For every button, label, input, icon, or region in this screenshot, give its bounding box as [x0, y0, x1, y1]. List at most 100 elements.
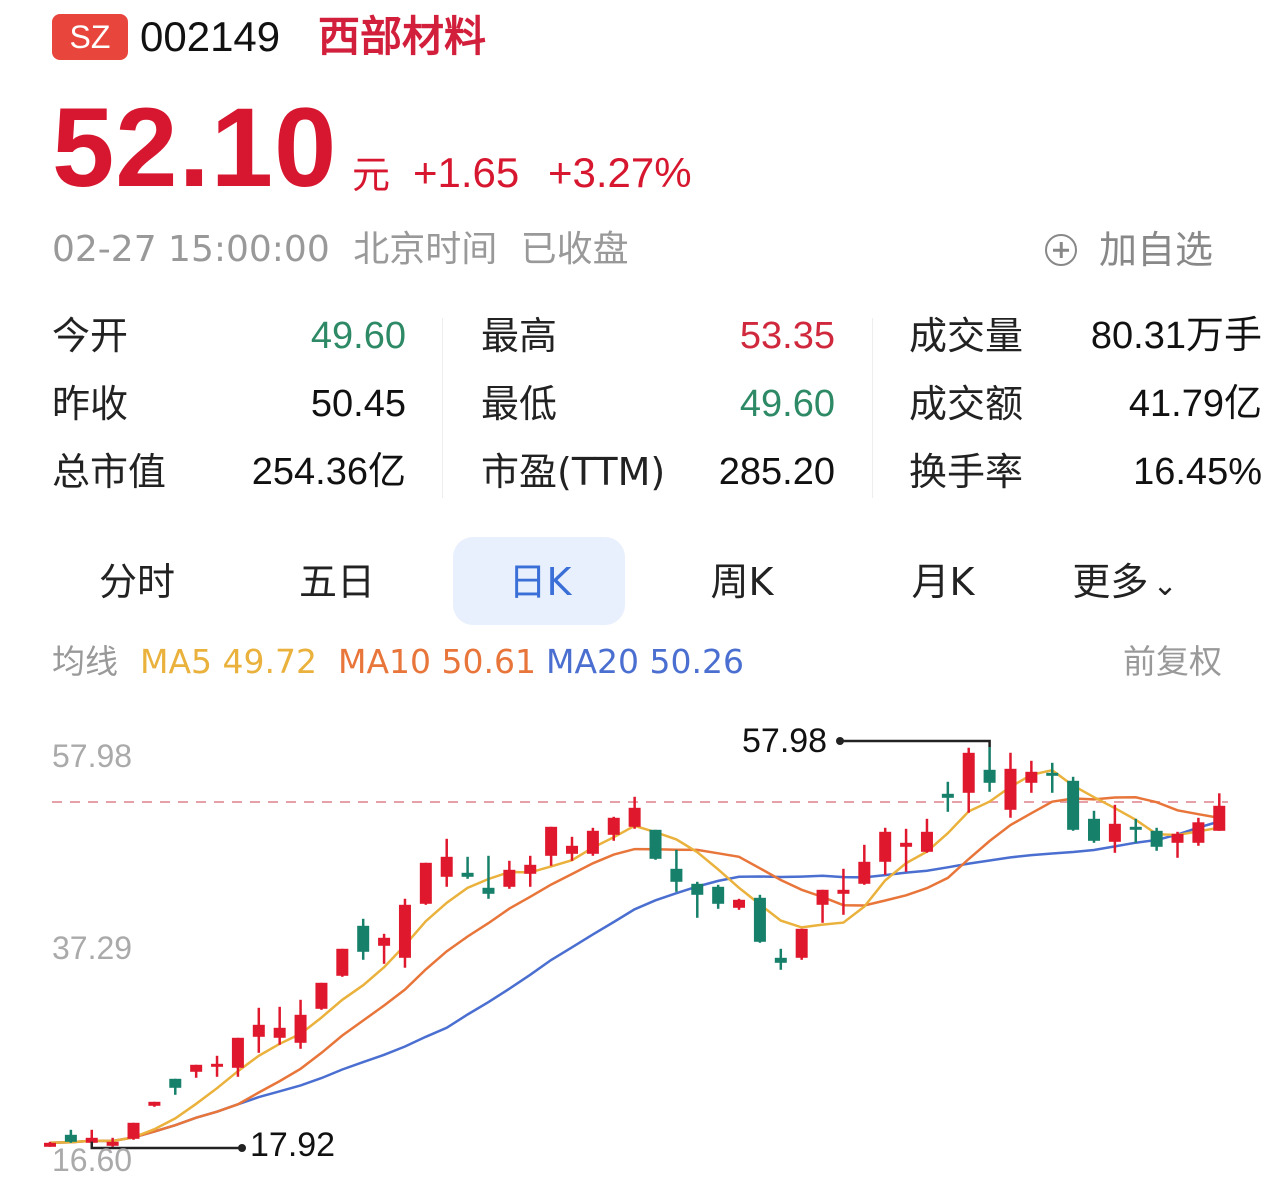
- timestamp: 02-27 15:00:00: [52, 229, 330, 270]
- tab-2[interactable]: 日K: [509, 558, 572, 606]
- candle-down: [461, 872, 474, 877]
- candle-up: [106, 1141, 119, 1146]
- candle-up: [837, 889, 850, 894]
- candle-up: [294, 1014, 307, 1043]
- tab-label: 日K: [508, 560, 572, 604]
- tab-1[interactable]: 五日: [299, 558, 375, 606]
- quote-time-row: 02-27 15:00:00 北京时间 已收盘: [52, 226, 629, 274]
- candle-up: [1192, 822, 1205, 843]
- adjust-mode-button[interactable]: 前复权: [1123, 642, 1222, 681]
- active-tab-highlight: [453, 537, 625, 625]
- candle-up: [336, 948, 349, 976]
- candle-up: [586, 830, 599, 854]
- candle-up: [816, 889, 829, 905]
- candle-down: [712, 886, 725, 904]
- stock-name: 西部材料: [318, 12, 487, 61]
- exchange-badge: SZ: [52, 14, 128, 60]
- candle-down: [357, 925, 370, 952]
- stat-value: 254.36亿: [251, 451, 406, 493]
- candle-up: [252, 1024, 265, 1037]
- candle-down: [753, 897, 766, 942]
- market-status: 已收盘: [520, 229, 629, 270]
- candle-up: [566, 845, 578, 854]
- stat-label: 市盈(TTM): [481, 450, 666, 494]
- stat-value: 80.31万手: [1090, 315, 1262, 357]
- stat-value: 41.79亿: [1128, 383, 1262, 425]
- chevron-down-icon: ⌄: [1152, 568, 1178, 603]
- candle-up: [1171, 833, 1184, 843]
- candle-down: [670, 868, 683, 882]
- candle-up: [273, 1027, 286, 1038]
- candle-up: [148, 1101, 161, 1106]
- stat-value: 50.45: [310, 383, 406, 425]
- stat-label: 总市值: [52, 450, 167, 494]
- ma10-value: MA10 50.61: [338, 642, 536, 681]
- candle-down: [64, 1134, 77, 1142]
- candle-up: [879, 831, 892, 862]
- price-change: +1.65: [413, 149, 520, 196]
- candle-up: [1004, 768, 1017, 810]
- candle-down: [774, 957, 787, 963]
- candle-up: [962, 752, 975, 793]
- min-price-label: 17.92: [250, 1126, 336, 1164]
- add-watchlist-button[interactable]: 加自选: [1045, 226, 1213, 274]
- stat-value: 49.60: [739, 383, 835, 425]
- candle-up: [628, 807, 641, 827]
- candle-up: [315, 982, 328, 1009]
- candle-up: [503, 869, 516, 887]
- tab-label: 更多: [1072, 560, 1149, 604]
- candle-up: [211, 1063, 224, 1067]
- tab-4[interactable]: 月K: [912, 558, 975, 606]
- max-marker-line: [840, 739, 991, 747]
- ma5-value: MA5 49.72: [140, 642, 318, 681]
- candle-up: [607, 817, 620, 835]
- stat-label: 今开: [52, 314, 129, 358]
- stat-label: 成交量: [909, 314, 1024, 358]
- stat-label: 最低: [481, 382, 558, 426]
- stat-value: 49.60: [310, 315, 406, 357]
- tab-3[interactable]: 周K: [711, 558, 774, 606]
- candle-down: [941, 793, 954, 798]
- divider: [872, 318, 873, 498]
- candle-up: [900, 842, 913, 847]
- max-price-label: 57.98: [742, 722, 828, 760]
- candle-up: [440, 856, 453, 877]
- price-unit: 元: [352, 153, 391, 197]
- price-change-pct: +3.27%: [548, 149, 692, 196]
- stat-label: 昨收: [52, 382, 129, 426]
- add-watchlist-label: 加自选: [1099, 228, 1214, 272]
- candle-down: [691, 883, 704, 895]
- candle-up: [1025, 771, 1038, 783]
- y-tick-label: 37.29: [52, 930, 133, 966]
- candle-up: [524, 864, 537, 874]
- timezone: 北京时间: [353, 229, 498, 270]
- candle-down: [169, 1078, 182, 1088]
- candle-up: [1213, 805, 1226, 831]
- ma20-value: MA20 50.26: [546, 642, 744, 681]
- min-marker-line: [90, 1141, 242, 1150]
- candle-down: [1046, 772, 1059, 776]
- tab-label: 月K: [911, 560, 975, 604]
- candle-up: [858, 861, 871, 884]
- current-price: 52.10: [52, 85, 338, 210]
- tab-5[interactable]: 更多 ⌄: [1072, 558, 1177, 610]
- candle-down: [649, 829, 662, 859]
- candle-down: [1150, 830, 1163, 847]
- stat-value: 285.20: [718, 451, 835, 493]
- tab-0[interactable]: 分时: [99, 558, 175, 606]
- tab-label: 周K: [710, 560, 774, 604]
- candle-down: [1088, 818, 1100, 841]
- stock-code: 002149: [140, 13, 281, 60]
- plus-circle-icon: [1045, 234, 1077, 266]
- candle-up: [545, 826, 558, 856]
- ma20-line: [49, 820, 1220, 1145]
- candle-up: [378, 937, 391, 946]
- candle-up: [44, 1142, 56, 1147]
- candle-up: [127, 1122, 140, 1139]
- tab-label: 分时: [98, 560, 176, 604]
- candle-up: [1108, 823, 1121, 842]
- stat-label: 成交额: [909, 382, 1024, 426]
- candle-down: [1129, 826, 1142, 830]
- stat-value: 16.45%: [1133, 451, 1262, 493]
